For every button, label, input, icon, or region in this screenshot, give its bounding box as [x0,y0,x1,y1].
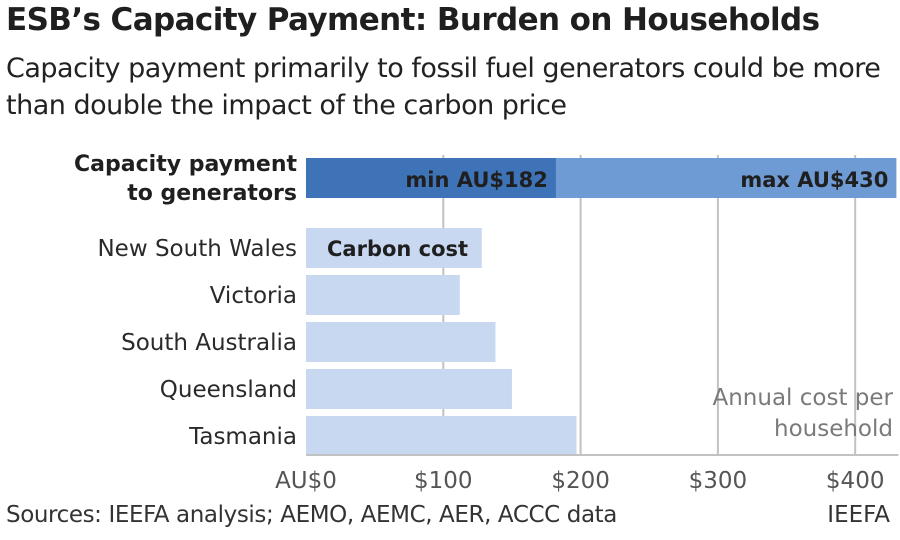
category-label-victoria: Victoria [210,283,297,309]
chart-subtitle: Capacity payment primarily to fossil fue… [6,53,881,121]
carbon-bar-tasmania [306,416,577,456]
brand-label: IEEFA [827,502,890,528]
carbon-series-label: Carbon cost [327,237,468,261]
capacity-max-label: max AU$430 [740,168,888,192]
carbon-bar-new-south-wales [306,228,482,268]
capacity-category-label-line2: to generators [127,181,297,206]
x-tick-label-400: $400 [826,468,885,494]
source-note: Sources: IEEFA analysis; AEMO, AEMC, AER… [6,502,617,528]
carbon-bar-queensland [306,369,512,409]
chart-title: ESB’s Capacity Payment: Burden on Househ… [6,2,820,38]
capacity-min-bar [306,158,556,198]
category-label-queensland: Queensland [160,377,297,403]
x-tick-label-100: $100 [414,468,473,494]
capacity-min-label: min AU$182 [405,168,547,192]
category-label-south-australia: South Australia [121,330,297,356]
category-label-new-south-wales: New South Wales [97,236,297,262]
carbon-bar-south-australia [306,322,496,362]
axis-note-line1: Annual cost per [713,385,894,411]
axis-note-line2: household [774,416,893,442]
x-tick-label-200: $200 [551,468,610,494]
x-tick-label-300: $300 [689,468,748,494]
carbon-bar-victoria [306,275,460,315]
capacity-category-label-line1: Capacity payment [74,152,297,177]
x-tick-label-0: AU$0 [275,468,337,494]
category-label-tasmania: Tasmania [188,424,297,450]
